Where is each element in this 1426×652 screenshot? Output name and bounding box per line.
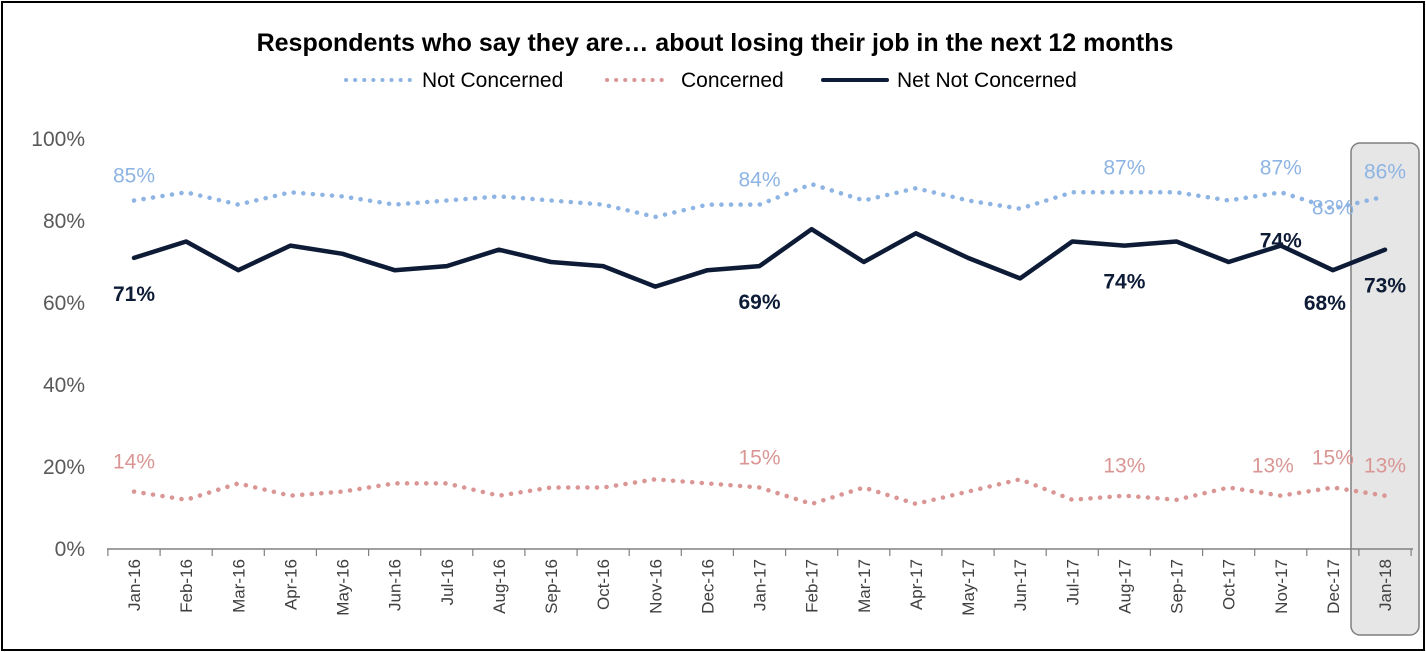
data-label: 69% [738, 291, 780, 314]
data-label: 15% [738, 447, 780, 470]
legend: Not Concerned Concerned Net Not Concerned [344, 69, 1077, 92]
chart-title: Respondents who say they are… about losi… [257, 29, 1174, 57]
y-tick-label: 100% [31, 128, 85, 151]
x-tick-label: Apr-17 [907, 559, 926, 610]
x-tick-label: May-17 [959, 559, 978, 616]
axes: 0% 20% 40% 60% 80% 100% Jan-16 Feb-16 Mar-16 Apr-… [31, 128, 1413, 616]
data-label: 74% [1260, 230, 1302, 253]
series-line-concerned [131, 477, 1388, 507]
y-tick-label: 80% [43, 210, 85, 233]
data-label: 13% [1252, 455, 1294, 478]
x-tick-label: Jul-17 [1063, 559, 1082, 605]
x-tick-label: Dec-16 [698, 559, 717, 614]
data-label: 86% [1364, 160, 1406, 183]
x-tick-label: Jan-17 [751, 559, 770, 611]
x-tick-label: Mar-16 [229, 559, 248, 613]
highlight-box [1350, 142, 1420, 636]
x-tick-label: Jun-16 [386, 559, 405, 611]
x-tick-label: Aug-17 [1115, 559, 1134, 614]
data-label: 71% [113, 283, 155, 306]
series-layer [131, 181, 1388, 507]
x-tick-label: Jan-18 [1376, 559, 1395, 611]
y-tick-label: 60% [43, 292, 85, 315]
x-tick-label: Jul-16 [438, 559, 457, 605]
x-tick-label: Sep-16 [542, 559, 561, 614]
y-tick-label: 20% [43, 456, 85, 479]
x-tick-label: Nov-17 [1272, 559, 1291, 614]
legend-label: Not Concerned [422, 69, 563, 92]
data-label: 13% [1364, 455, 1406, 478]
data-label: 84% [738, 169, 780, 192]
data-label: 85% [113, 165, 155, 188]
data-labels: 85% 84% 87% 87% 83% 86% 14% 15% 13% 13% 15% 13% 71% 6… [113, 156, 1406, 477]
series-line-net-not-concerned [131, 226, 1388, 289]
x-tick-label: Jan-16 [125, 559, 144, 611]
x-tick-label: Feb-16 [177, 559, 196, 613]
x-tick-label: Oct-17 [1220, 559, 1239, 610]
line-chart: Respondents who say they are… about losi… [31, 29, 1420, 636]
legend-label: Net Not Concerned [897, 69, 1077, 92]
data-label: 73% [1364, 275, 1406, 298]
data-label: 13% [1103, 455, 1145, 478]
y-tick-label: 0% [55, 538, 85, 561]
x-tick-label: Oct-16 [594, 559, 613, 610]
data-label: 87% [1260, 156, 1302, 179]
x-tick-label: Apr-16 [281, 559, 300, 610]
data-label: 87% [1103, 156, 1145, 179]
x-tick-label: May-16 [334, 559, 353, 616]
data-label: 74% [1103, 271, 1145, 294]
x-tick-label: Jun-17 [1011, 559, 1030, 611]
legend-label: Concerned [681, 69, 784, 92]
x-tick-label: Feb-17 [803, 559, 822, 613]
x-tick-label: Dec-17 [1324, 559, 1343, 614]
x-tick-label: Sep-17 [1168, 559, 1187, 614]
x-tick-label: Nov-16 [646, 559, 665, 614]
data-label: 15% [1312, 447, 1354, 470]
data-label: 68% [1304, 292, 1346, 315]
data-label: 14% [113, 451, 155, 474]
data-label: 83% [1312, 197, 1354, 220]
x-tick-label: Aug-16 [490, 559, 509, 614]
y-tick-label: 40% [43, 374, 85, 397]
x-tick-label: Mar-17 [855, 559, 874, 613]
